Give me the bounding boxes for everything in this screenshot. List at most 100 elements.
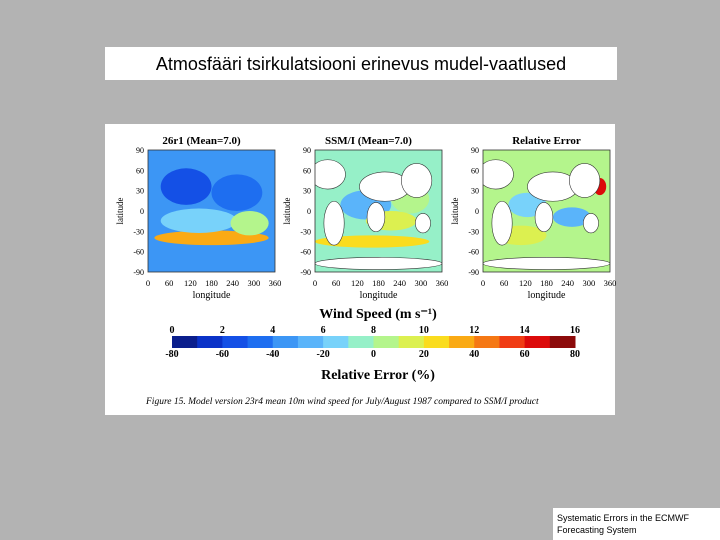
land [534, 202, 554, 233]
colorbar-bottom-label: -80 [165, 349, 178, 360]
land [315, 257, 442, 270]
map-field [160, 168, 212, 205]
y-tick-label: 90 [471, 146, 479, 155]
colorbar-top-label: 8 [371, 325, 376, 336]
y-tick-label: 0 [475, 207, 479, 216]
x-tick-label: 60 [165, 278, 174, 288]
colorbar-bottom-label: 0 [371, 349, 376, 360]
x-tick-label: 360 [269, 278, 282, 288]
x-tick-label: 240 [226, 278, 239, 288]
footer: Forecasting System [557, 525, 637, 535]
colorbar-bottom-label: 80 [570, 349, 580, 360]
x-tick-label: 360 [604, 278, 617, 288]
map-frame [147, 149, 276, 273]
y-tick-label: -90 [133, 268, 144, 277]
colorbar-top-label: 16 [570, 325, 580, 336]
map-field [315, 235, 430, 248]
x-axis-label: longitude [193, 290, 231, 301]
y-tick-label: 0 [140, 207, 144, 216]
colorbar-swatch [172, 336, 198, 348]
y-tick-label: -60 [468, 248, 479, 257]
map-field [160, 208, 237, 233]
y-axis-label: latitude [450, 198, 460, 225]
colorbar-swatch [524, 336, 551, 348]
map-field [154, 230, 269, 246]
land [366, 202, 386, 233]
map-field [211, 174, 263, 211]
colorbar-top-label: 4 [270, 325, 275, 336]
land [491, 200, 513, 246]
colorbar-top-label: 2 [220, 325, 225, 336]
x-tick-label: 180 [372, 278, 385, 288]
x-tick-label: 240 [561, 278, 574, 288]
colorbar-swatch [423, 336, 450, 348]
map-frame [314, 149, 443, 273]
footer-box [553, 508, 720, 540]
colorbar-swatch [373, 336, 400, 348]
x-tick-label: 300 [414, 278, 427, 288]
colorbar-swatch [323, 336, 349, 348]
colorbar-top-label: 14 [520, 325, 530, 336]
colorbar-swatch [272, 336, 299, 348]
y-tick-label: -60 [300, 248, 311, 257]
x-tick-label: 120 [184, 278, 197, 288]
x-tick-label: 0 [481, 278, 485, 288]
x-tick-label: 180 [205, 278, 218, 288]
figure-caption: Figure 15. Model version 23r4 mean 10m w… [145, 396, 539, 407]
slide-title: Atmosfääri tsirkulatsiooni erinevus mude… [156, 54, 566, 74]
x-axis-label: longitude [360, 290, 398, 301]
colorbar-bottom-label: -60 [216, 349, 229, 360]
map-field [230, 211, 269, 236]
y-tick-label: 60 [136, 166, 144, 175]
colorbar-swatch [474, 336, 500, 348]
colorbar-swatch [297, 336, 324, 348]
colorbar-swatch [499, 336, 526, 348]
y-tick-label: -90 [300, 268, 311, 277]
y-tick-label: -30 [468, 227, 479, 236]
x-tick-label: 0 [313, 278, 317, 288]
footer: Systematic Errors in the ECMWF [557, 513, 690, 523]
x-tick-label: 60 [332, 278, 341, 288]
y-tick-label: -30 [300, 227, 311, 236]
land [483, 159, 514, 190]
y-tick-label: 30 [303, 187, 311, 196]
y-tick-label: -60 [133, 248, 144, 257]
land [315, 159, 346, 190]
land [483, 257, 610, 270]
colorbar-bottom-title: Relative Error (%) [321, 368, 435, 383]
footer-line: Systematic Errors in the ECMWF Forecasti… [557, 513, 692, 535]
colorbar-bottom-label: -20 [316, 349, 329, 360]
y-tick-label: 60 [303, 166, 311, 175]
colorbar-swatch [348, 336, 374, 348]
y-tick-label: 90 [303, 146, 311, 155]
y-axis-label: latitude [115, 198, 125, 225]
y-tick-label: 60 [471, 166, 479, 175]
panel-title: Relative Error [512, 135, 581, 147]
map-panel [315, 150, 442, 272]
x-tick-label: 120 [351, 278, 364, 288]
colorbar-top-label: 0 [170, 325, 175, 336]
x-tick-label: 240 [393, 278, 406, 288]
colorbar-swatch [197, 336, 223, 348]
colorbar-title: Wind Speed (m s⁻¹) [319, 307, 437, 322]
y-tick-label: 30 [136, 187, 144, 196]
land [323, 200, 345, 246]
y-tick-label: 0 [307, 207, 311, 216]
colorbar-swatch [449, 336, 475, 348]
x-tick-label: 60 [500, 278, 509, 288]
land [569, 163, 601, 198]
panel-title: SSM/I (Mean=7.0) [325, 135, 412, 147]
y-tick-label: -30 [133, 227, 144, 236]
colorbar-swatch [247, 336, 274, 348]
colorbar-swatch [222, 336, 249, 348]
x-tick-label: 300 [582, 278, 595, 288]
land [583, 213, 599, 234]
x-tick-label: 360 [436, 278, 449, 288]
x-tick-label: 0 [146, 278, 150, 288]
y-tick-label: 30 [471, 187, 479, 196]
colorbar-top-label: 10 [419, 325, 429, 336]
colorbar-bottom-label: 40 [469, 349, 479, 360]
panel-title: 26r1 (Mean=7.0) [162, 135, 241, 147]
y-tick-label: -90 [468, 268, 479, 277]
